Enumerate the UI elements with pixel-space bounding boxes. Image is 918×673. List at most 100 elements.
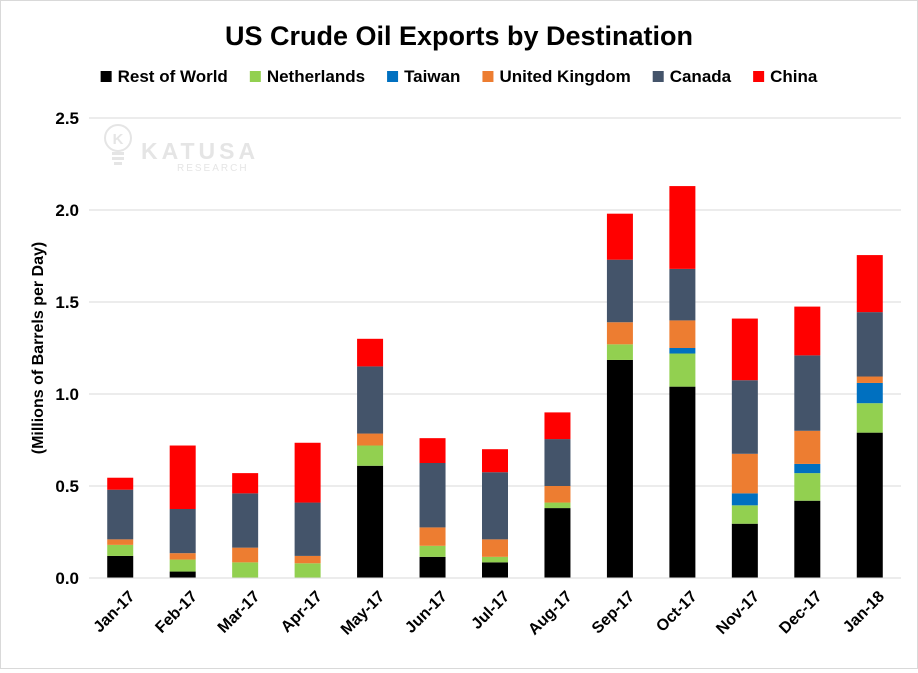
x-tick-label: Aug-17: [525, 588, 575, 638]
chart-title: US Crude Oil Exports by Destination: [225, 21, 693, 51]
bar-segment: [357, 433, 384, 446]
bar-segment: [169, 571, 196, 578]
bar-segment: [856, 382, 883, 404]
legend-item: Netherlands: [249, 67, 365, 86]
bar-segment: [357, 465, 384, 578]
legend-item: Rest of World: [100, 67, 228, 86]
legend-label: United Kingdom: [499, 67, 630, 86]
bar-segment: [357, 366, 384, 434]
katusa-watermark: K KATUSA RESEARCH: [104, 124, 259, 174]
y-tick-label: 0.5: [55, 477, 79, 496]
bar-segment: [232, 493, 259, 548]
legend-item: United Kingdom: [482, 67, 631, 86]
x-tick-label: Feb-17: [152, 588, 201, 637]
y-axis-label: (Millions of Barrels per Day): [30, 242, 47, 455]
bar-segment: [606, 259, 633, 323]
gridlines: [89, 117, 901, 487]
y-tick-label: 2.0: [55, 201, 79, 220]
bar-segment: [482, 539, 508, 557]
x-tick-label: Nov-17: [713, 588, 763, 638]
bar-segment: [856, 312, 883, 377]
bar-segment: [669, 353, 696, 387]
x-tick-labels: Jan-17 Feb-17 Mar-17 Apr-17 May-17 Jun-17 Jul-…: [91, 588, 888, 638]
x-tick-label: Oct-17: [653, 588, 700, 635]
y-tick-label: 0.0: [55, 569, 79, 588]
bar-segment: [544, 412, 571, 440]
legend-item: Canada: [652, 67, 732, 86]
bar-segment: [794, 355, 821, 431]
bar-segment: [107, 489, 134, 540]
bar-segment: [169, 445, 196, 509]
bar-segment: [232, 562, 259, 578]
bar-segment: [794, 430, 821, 464]
legend-swatch: [652, 71, 664, 82]
legend-swatch: [100, 71, 112, 82]
bar-segment: [419, 463, 446, 528]
bar-segment: [544, 502, 571, 509]
bar-segment: [606, 213, 633, 260]
bar-segment: [731, 380, 758, 454]
bar-segment: [731, 523, 758, 578]
legend-swatch: [387, 71, 399, 82]
bar-segment: [606, 322, 633, 345]
bar-segment: [107, 555, 134, 578]
bar-segment: [169, 559, 196, 572]
watermark-brand: KATUSA: [141, 138, 259, 164]
bar-segment: [294, 442, 321, 503]
bar-segment: [794, 306, 821, 356]
bar-segment: [669, 268, 696, 321]
bar-segment: [606, 344, 633, 360]
bar-segment: [669, 386, 696, 578]
legend: Rest of World Netherlands Taiwan United Kin…: [100, 67, 818, 86]
x-tick-label: Jan-17: [91, 588, 139, 636]
legend-item: Taiwan: [387, 67, 460, 86]
bar-segment: [357, 445, 384, 466]
legend-item: China: [753, 67, 818, 86]
bar-segment: [606, 359, 633, 578]
bar-segment: [794, 473, 821, 501]
bar-segment: [794, 500, 821, 578]
bar-segment: [856, 255, 883, 313]
bars: [107, 186, 883, 578]
bar-segment: [544, 508, 571, 578]
bar-segment: [856, 403, 883, 433]
x-tick-label: Jul-17: [468, 588, 513, 633]
bar-segment: [232, 473, 259, 494]
x-tick-label: Mar-17: [215, 588, 264, 637]
y-tick-label: 2.5: [55, 109, 79, 128]
bar-segment: [419, 556, 446, 578]
bar-segment: [482, 562, 508, 578]
bar-segment: [731, 493, 758, 506]
legend-swatch: [249, 71, 261, 82]
legend-swatch: [482, 71, 494, 82]
x-tick-label: Jun-17: [402, 588, 451, 637]
bar-segment: [294, 502, 321, 556]
x-tick-label: May-17: [338, 588, 388, 638]
bar-segment: [232, 547, 259, 563]
bar-segment: [482, 556, 508, 563]
bar-segment: [294, 563, 321, 578]
x-tick-label: Sep-17: [589, 588, 638, 637]
bar-segment: [669, 320, 696, 348]
bar-segment: [482, 449, 508, 473]
legend-label: Canada: [670, 67, 732, 86]
bar-segment: [856, 376, 883, 383]
legend-label: Rest of World: [118, 67, 228, 86]
bar-segment: [544, 486, 571, 503]
bar-segment: [856, 432, 883, 578]
x-tick-label: Jan-18: [840, 588, 888, 636]
bar-segment: [419, 438, 446, 463]
svg-text:K: K: [113, 131, 124, 148]
lightbulb-logo-icon: K: [104, 124, 132, 165]
bar-segment: [419, 527, 446, 546]
bar-segment: [669, 186, 696, 269]
y-tick-label: 1.5: [55, 293, 79, 312]
bar-segment: [107, 539, 134, 545]
x-tick-label: Apr-17: [278, 588, 326, 636]
x-tick-label: Dec-17: [776, 588, 825, 637]
bar-segment: [731, 318, 758, 381]
legend-label: Taiwan: [404, 67, 460, 86]
bar-segment: [357, 338, 384, 367]
